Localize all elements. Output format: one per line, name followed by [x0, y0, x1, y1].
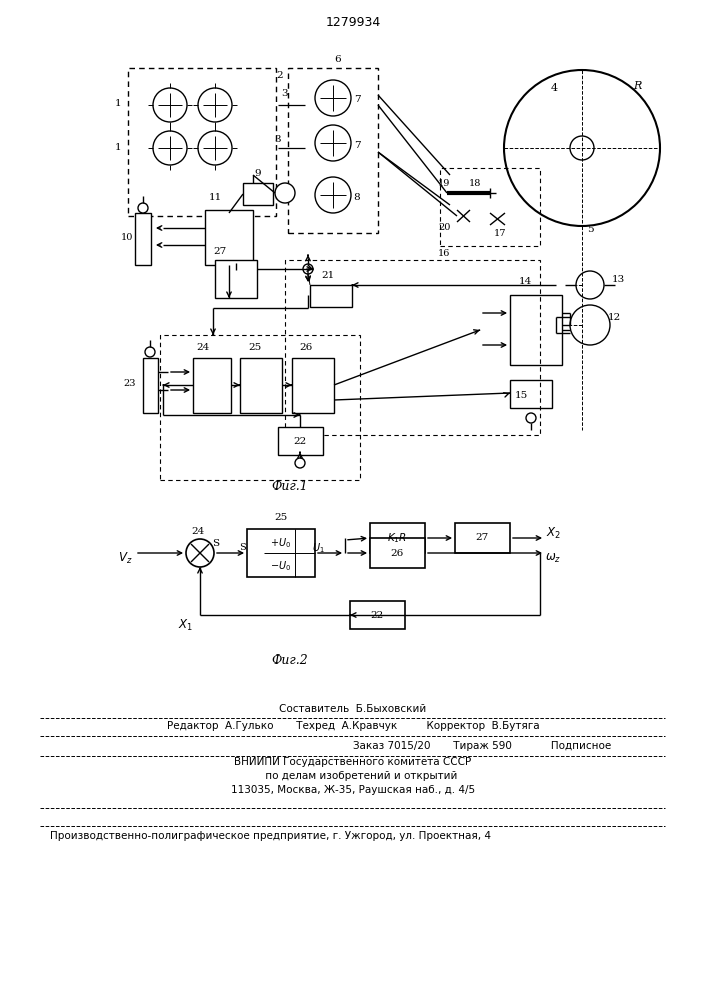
Text: 16: 16: [438, 249, 450, 258]
Text: 25: 25: [248, 342, 262, 352]
Text: 7: 7: [354, 96, 361, 104]
Circle shape: [570, 136, 594, 160]
Bar: [370, 538, 425, 568]
Text: Составитель  Б.Быховский: Составитель Б.Быховский: [279, 704, 426, 714]
Text: 3: 3: [275, 135, 281, 144]
Circle shape: [153, 88, 187, 122]
Bar: [310, 285, 352, 307]
Text: 3: 3: [281, 89, 288, 98]
Text: R: R: [633, 81, 641, 91]
Text: 24: 24: [192, 526, 204, 536]
Bar: [285, 260, 540, 435]
Circle shape: [504, 70, 660, 226]
Text: 19: 19: [438, 178, 450, 188]
Circle shape: [576, 271, 604, 299]
Bar: [128, 68, 276, 216]
Text: $\omega_z$: $\omega_z$: [545, 551, 561, 565]
Text: Редактор  А.Гулько       Техред  А.Кравчук         Корректор  В.Бутяга: Редактор А.Гулько Техред А.Кравчук Корре…: [167, 721, 539, 731]
Text: 12: 12: [607, 314, 621, 322]
Text: 6: 6: [334, 55, 341, 64]
Text: 1279934: 1279934: [325, 15, 380, 28]
Circle shape: [145, 347, 155, 357]
Text: 22: 22: [293, 438, 307, 446]
Text: S: S: [212, 538, 220, 548]
Text: 27: 27: [214, 247, 227, 256]
Text: Фиг.1: Фиг.1: [271, 481, 308, 493]
Text: 14: 14: [518, 277, 532, 286]
Text: $+U_0$: $+U_0$: [270, 536, 291, 550]
Text: 20: 20: [439, 224, 451, 232]
Circle shape: [198, 88, 232, 122]
Text: 21: 21: [322, 271, 334, 280]
Text: 10: 10: [121, 233, 133, 242]
Text: $X_2$: $X_2$: [546, 525, 561, 541]
Circle shape: [138, 203, 148, 213]
Text: 11: 11: [209, 194, 221, 202]
Bar: [240, 358, 282, 413]
Text: 26: 26: [299, 342, 312, 352]
Circle shape: [526, 413, 536, 423]
Text: ВНИИПИ Государственного комитета СССР: ВНИИПИ Государственного комитета СССР: [235, 757, 472, 767]
Bar: [455, 523, 510, 553]
Circle shape: [315, 80, 351, 116]
Text: S: S: [240, 544, 246, 552]
Bar: [143, 358, 158, 413]
Text: 4: 4: [551, 83, 558, 93]
Text: 5: 5: [587, 226, 593, 234]
Bar: [135, 213, 151, 265]
Text: $K_1R$: $K_1R$: [387, 531, 407, 545]
Circle shape: [570, 305, 610, 345]
Bar: [247, 529, 315, 577]
Bar: [292, 358, 334, 413]
Text: 8: 8: [354, 192, 361, 202]
Text: Заказ 7015/20       Тираж 590            Подписное: Заказ 7015/20 Тираж 590 Подписное: [353, 741, 612, 751]
Text: $V_z$: $V_z$: [118, 550, 132, 566]
Text: 113035, Москва, Ж-35, Раушская наб., д. 4/5: 113035, Москва, Ж-35, Раушская наб., д. …: [231, 785, 475, 795]
Bar: [243, 183, 273, 205]
Bar: [350, 601, 405, 629]
Text: 7: 7: [354, 140, 361, 149]
Circle shape: [275, 183, 295, 203]
Text: $-U_0$: $-U_0$: [270, 559, 291, 573]
Text: Производственно-полиграфическое предприятие, г. Ужгород, ул. Проектная, 4: Производственно-полиграфическое предприя…: [50, 831, 491, 841]
Text: 26: 26: [390, 548, 404, 558]
Text: 22: 22: [370, 610, 384, 619]
Bar: [510, 295, 562, 365]
Circle shape: [303, 264, 313, 274]
Text: 27: 27: [475, 534, 489, 542]
Circle shape: [186, 539, 214, 567]
Text: 18: 18: [469, 178, 481, 188]
Bar: [440, 168, 540, 246]
Circle shape: [295, 458, 305, 468]
Text: $U_1$: $U_1$: [312, 541, 325, 555]
Text: 1: 1: [115, 143, 122, 152]
Text: 13: 13: [612, 275, 624, 284]
Text: 24: 24: [197, 342, 209, 352]
Bar: [288, 68, 378, 233]
Text: 17: 17: [493, 229, 506, 237]
Circle shape: [153, 131, 187, 165]
Text: 15: 15: [515, 390, 527, 399]
Bar: [215, 260, 257, 298]
Text: по делам изобретений и открытий: по делам изобретений и открытий: [249, 771, 457, 781]
Bar: [193, 358, 231, 413]
Circle shape: [198, 131, 232, 165]
Text: Фиг.2: Фиг.2: [271, 654, 308, 666]
Text: 2: 2: [276, 72, 284, 81]
Bar: [278, 427, 323, 455]
Text: 9: 9: [255, 169, 262, 178]
Bar: [160, 335, 360, 480]
Bar: [205, 210, 253, 265]
Circle shape: [315, 177, 351, 213]
Text: $X_1$: $X_1$: [178, 617, 194, 633]
Bar: [370, 523, 425, 553]
Text: 1: 1: [115, 99, 122, 107]
Bar: [510, 380, 552, 408]
Text: 25: 25: [274, 514, 288, 522]
Text: 23: 23: [124, 379, 136, 388]
Circle shape: [315, 125, 351, 161]
